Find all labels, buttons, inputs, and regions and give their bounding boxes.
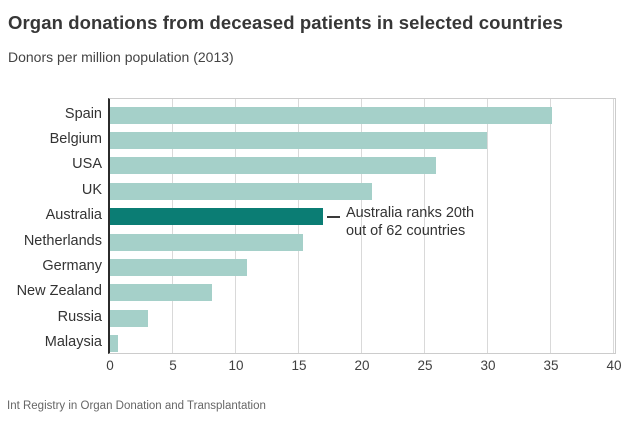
- gridline-35: [550, 99, 551, 353]
- x-tick-label-0: 0: [106, 358, 114, 373]
- category-label-usa: USA: [72, 156, 102, 173]
- gridline-40: [613, 99, 614, 353]
- annotation-text: Australia ranks 20th out of 62 countries: [345, 205, 475, 239]
- annotation-connector-line: [326, 215, 340, 218]
- gridline-15: [298, 99, 299, 353]
- gridline-10: [235, 99, 236, 353]
- category-label-netherlands: Netherlands: [23, 232, 102, 249]
- bar-australia: [110, 208, 323, 226]
- category-label-spain: Spain: [64, 105, 102, 122]
- bar-uk: [110, 182, 373, 200]
- x-tick-label-20: 20: [354, 358, 370, 373]
- bar-russia: [110, 309, 148, 327]
- x-axis: 0 5 10 15 20 25 30 35 40: [106, 356, 621, 376]
- chart-title: Organ donations from deceased patients i…: [8, 12, 563, 33]
- gridline-30: [487, 99, 488, 353]
- gridline-5: [172, 99, 173, 353]
- category-label-germany: Germany: [42, 258, 102, 274]
- bar-netherlands: [110, 233, 303, 251]
- chart-subtitle: Donors per million population (2013): [8, 49, 234, 65]
- x-tick-label-40: 40: [606, 358, 622, 373]
- bar-malaysia: [110, 335, 118, 353]
- gridline-25: [424, 99, 425, 353]
- bar-usa: [110, 157, 437, 175]
- category-label-malaysia: Malaysia: [44, 334, 102, 351]
- bar-new-zealand: [110, 284, 213, 302]
- category-label-new-zealand: New Zealand: [16, 283, 102, 300]
- category-label-uk: UK: [81, 181, 102, 198]
- bar-germany: [110, 259, 248, 276]
- bar-belgium: [110, 132, 487, 149]
- x-tick-label-35: 35: [543, 358, 559, 373]
- bar-chart: Spain Belgium USA UK Australia Netherlands Ger…: [0, 98, 624, 384]
- category-label-russia: Russia: [57, 308, 102, 325]
- gridline-20: [361, 99, 362, 353]
- x-tick-label-30: 30: [480, 358, 496, 373]
- category-label-belgium: Belgium: [49, 131, 102, 147]
- category-label-australia: Australia: [45, 207, 102, 224]
- x-tick-label-15: 15: [291, 358, 307, 373]
- x-tick-label-5: 5: [169, 358, 177, 373]
- source-text: Int Registry in Organ Donation and Trans…: [7, 400, 266, 412]
- bar-spain: [110, 106, 553, 124]
- x-tick-label-25: 25: [417, 358, 433, 373]
- x-tick-label-10: 10: [228, 358, 244, 373]
- plot-area: Australia ranks 20th out of 62 countries: [108, 98, 616, 354]
